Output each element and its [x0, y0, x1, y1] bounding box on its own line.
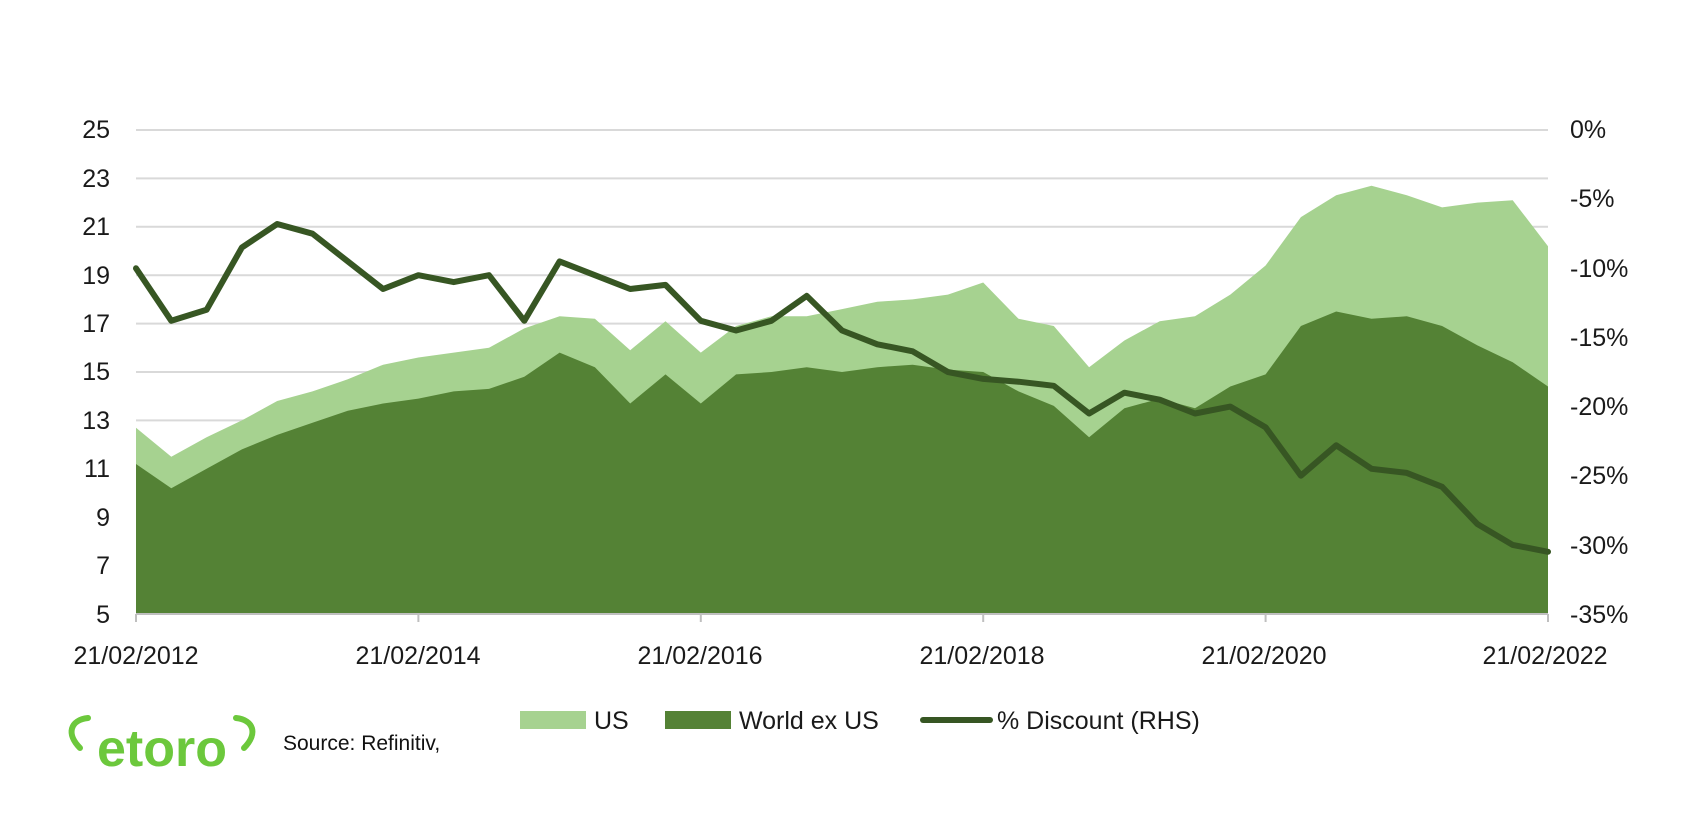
y-tick-label: 19 [82, 262, 110, 290]
x-tick-label: 21/02/2014 [355, 642, 480, 670]
y-tick-label: 17 [82, 310, 110, 338]
y-tick-label: 23 [82, 165, 110, 193]
area-layer [136, 185, 1548, 614]
y-tick-label: 15 [82, 358, 110, 386]
x-tick-label: 21/02/2012 [73, 642, 198, 670]
source-note: Source: Refinitiv, [283, 732, 440, 755]
y-axis-right: -35% -30% -25% -20% -15% -10% -5% 0% [1570, 116, 1628, 629]
x-tick-label: 21/02/2016 [637, 642, 762, 670]
y2-tick-label: -35% [1570, 601, 1628, 629]
legend-label-world-ex-us: World ex US [739, 707, 879, 735]
x-axis: 21/02/2012 21/02/2014 21/02/2016 21/02/2… [73, 642, 1607, 670]
x-tick-label: 21/02/2020 [1201, 642, 1326, 670]
y2-tick-label: -25% [1570, 462, 1628, 490]
y2-tick-label: -20% [1570, 393, 1628, 421]
legend-label-us: US [594, 707, 629, 735]
logo-right-horn [233, 715, 256, 751]
y-tick-label: 25 [82, 116, 110, 144]
legend: US World ex US % Discount (RHS) [520, 707, 1200, 735]
logo-wordmark: etoro [97, 720, 227, 778]
legend-label-discount: % Discount (RHS) [997, 707, 1200, 735]
etoro-logo: etoro [68, 715, 256, 778]
y-tick-label: 21 [82, 213, 110, 241]
y-axis-left: 5 7 9 11 13 15 17 19 21 23 25 [82, 116, 110, 629]
line-layer [133, 221, 1551, 555]
logo-left-horn [68, 715, 91, 751]
x-tick-label: 21/02/2018 [919, 642, 1044, 670]
y2-tick-label: -15% [1570, 324, 1628, 352]
y-tick-label: 11 [84, 455, 110, 483]
y-tick-label: 7 [96, 552, 110, 580]
series-discount-line [133, 221, 1551, 555]
legend-swatch-world-ex-us [665, 711, 731, 729]
y-tick-label: 9 [96, 504, 110, 532]
x-tick-label: 21/02/2022 [1482, 642, 1607, 670]
series-world-ex-us-area [136, 311, 1548, 614]
y2-tick-label: -30% [1570, 532, 1628, 560]
y2-tick-label: -10% [1570, 255, 1628, 283]
y2-tick-label: 0% [1570, 116, 1606, 144]
legend-swatch-us [520, 711, 586, 729]
y2-tick-label: -5% [1570, 185, 1614, 213]
x-tick-marks [135, 614, 1549, 622]
y-tick-label: 13 [82, 407, 110, 435]
y-tick-label: 5 [96, 601, 110, 629]
